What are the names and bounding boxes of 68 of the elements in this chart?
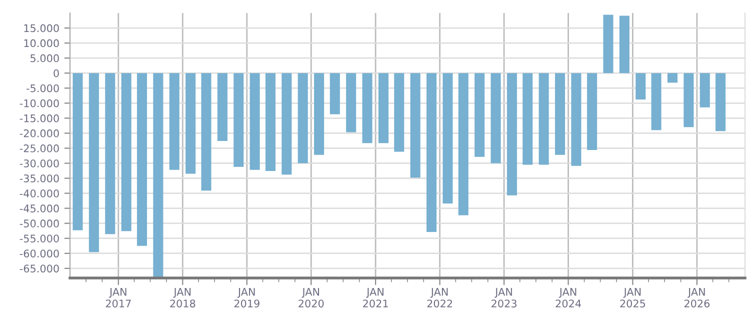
y-tick-label: 0 [54, 69, 59, 78]
bar [506, 73, 517, 196]
bar [716, 73, 726, 132]
bar [88, 73, 99, 252]
y-tick-label: 5.000 [30, 54, 59, 62]
bar [346, 73, 356, 132]
bar [282, 73, 292, 175]
bar [700, 73, 710, 108]
bar [201, 73, 212, 191]
y-tick-label: -35.000 [20, 174, 59, 182]
y-tick-label: -30.000 [20, 159, 59, 168]
bar [250, 73, 260, 170]
bar [298, 73, 308, 164]
bar [538, 73, 549, 165]
bar [121, 73, 132, 232]
x-tick-label: JAN 2018 [170, 288, 196, 308]
bar [684, 73, 694, 128]
x-tick-label: JAN 2017 [106, 288, 131, 308]
x-tick-label: JAN 2020 [298, 288, 324, 308]
y-tick-label: -20.000 [20, 129, 59, 138]
bar [265, 73, 276, 172]
bar [490, 73, 501, 164]
bar [136, 73, 148, 246]
x-tick-label: JAN 2021 [363, 288, 388, 308]
bar [378, 73, 388, 144]
bar [410, 73, 420, 178]
y-tick-label: -10.000 [20, 99, 59, 108]
y-tick-label: -50.000 [20, 220, 59, 228]
bar [554, 73, 566, 155]
bar [330, 73, 340, 114]
bar [105, 73, 116, 234]
bar [522, 73, 533, 165]
y-tick-label: -25.000 [20, 144, 59, 152]
bar [314, 73, 324, 155]
y-tick-label: 15.000 [24, 24, 59, 32]
x-tick-label: JAN 2026 [684, 288, 710, 308]
x-tick-label: JAN 2023 [492, 288, 516, 308]
bar [72, 73, 83, 230]
bar [474, 73, 485, 157]
bar [394, 73, 404, 152]
y-tick-label: -60.000 [20, 250, 59, 258]
x-tick-label: JAN 2024 [556, 288, 581, 308]
y-tick-label: -45.000 [20, 204, 59, 212]
bar [571, 73, 582, 166]
x-tick-label: JAN 2025 [620, 288, 646, 308]
y-tick-label: -65.000 [20, 264, 59, 272]
x-tick-label: JAN 2022 [427, 288, 452, 308]
bar [217, 73, 228, 141]
y-tick-label: -40.000 [20, 190, 59, 198]
y-tick-label: 10.000 [24, 39, 59, 48]
bar [619, 16, 630, 74]
bar [442, 73, 453, 204]
bar [169, 73, 180, 170]
bar [458, 73, 468, 216]
bar [186, 73, 196, 174]
bar [426, 73, 437, 232]
y-tick-label: -55.000 [20, 234, 59, 242]
y-tick-label: -5.000 [26, 84, 59, 92]
bar [153, 73, 164, 278]
bar [667, 73, 678, 83]
bar [651, 73, 662, 130]
x-tick-label: JAN 2019 [234, 288, 260, 308]
bar [636, 73, 646, 100]
bar [362, 73, 372, 144]
y-tick-label: -15.000 [20, 114, 59, 122]
bar [603, 14, 614, 74]
bar [234, 73, 244, 167]
bar [587, 73, 598, 150]
